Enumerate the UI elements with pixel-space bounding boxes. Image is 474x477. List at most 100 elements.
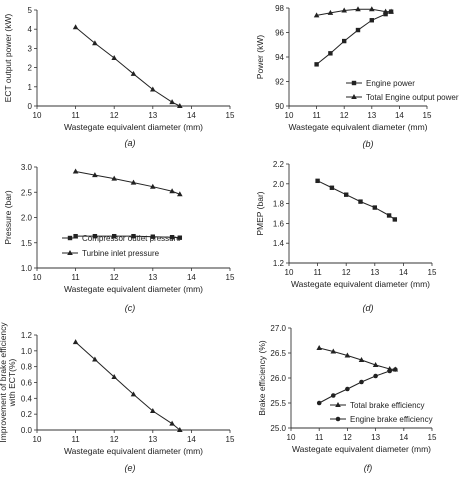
- series-1: [316, 345, 399, 372]
- x-tick-label: 12: [343, 433, 352, 442]
- series-line: [75, 171, 181, 195]
- series-line: [319, 347, 396, 370]
- x-tick-label: 10: [285, 111, 294, 120]
- y-tick-label: 0: [28, 102, 33, 111]
- y-tick-label: 0.6: [21, 379, 33, 388]
- x-tick-label: 12: [340, 111, 349, 120]
- y-tick-label: 96: [275, 29, 284, 38]
- x-tick-label: 11: [313, 268, 322, 277]
- x-tick-label: 13: [370, 268, 379, 277]
- y-axis-label-line-1: Improvement of brake efficiency: [0, 322, 8, 443]
- data-point: [131, 233, 136, 239]
- series-2: [316, 367, 398, 406]
- data-point: [330, 348, 337, 354]
- x-tick-label: 15: [423, 111, 432, 120]
- legend-marker: [67, 235, 73, 241]
- x-tick-label: 12: [110, 273, 119, 282]
- data-point: [111, 55, 117, 60]
- y-tick-label: 3: [28, 44, 33, 53]
- series-line: [317, 180, 396, 220]
- legend-entry-label: Engine brake efficiency: [350, 415, 433, 424]
- data-point: [331, 393, 336, 398]
- data-point: [315, 178, 320, 184]
- y-tick-label: 1.2: [21, 331, 33, 340]
- y-axis-label: Brake efficiency (%): [257, 340, 267, 416]
- x-tick-label: 12: [110, 435, 119, 444]
- legend-marker: [351, 94, 357, 99]
- data-point: [355, 6, 361, 12]
- data-point: [130, 391, 137, 397]
- data-point: [72, 24, 79, 30]
- data-point: [388, 8, 394, 14]
- y-tick-label: 2: [28, 64, 33, 73]
- panel-caption: (c): [125, 303, 136, 313]
- y-tick-label: 4: [28, 25, 33, 34]
- data-point: [358, 199, 363, 204]
- x-tick-label: 10: [33, 435, 42, 444]
- data-point: [345, 386, 350, 392]
- data-point: [73, 233, 78, 239]
- data-point: [313, 12, 320, 18]
- x-tick-label: 14: [187, 111, 196, 120]
- data-point: [177, 235, 183, 240]
- data-point: [92, 233, 98, 239]
- data-point: [373, 373, 378, 379]
- y-tick-label: 25.5: [270, 399, 286, 408]
- y-tick-label: 1.0: [21, 264, 33, 273]
- data-point: [177, 191, 183, 197]
- legend: Compressor outlet pressure Turbine inlet …: [62, 234, 181, 258]
- y-axis-label: ECT output power (kW): [3, 14, 13, 103]
- x-axis-label: Wastegate equivalent diameter (mm): [291, 279, 430, 289]
- x-tick-label: 11: [71, 273, 80, 282]
- y-tick-label: 2.5: [21, 188, 33, 197]
- x-axis-label: Wastegate equivalent diameter (mm): [292, 444, 431, 454]
- data-point: [150, 234, 155, 239]
- data-point: [327, 9, 334, 15]
- series-1: [314, 9, 394, 67]
- data-point: [341, 7, 347, 13]
- y-axis-label: Pressure (bar): [3, 190, 13, 244]
- data-point: [112, 233, 117, 239]
- data-point: [386, 213, 392, 218]
- data-point: [369, 6, 375, 12]
- y-tick-label: 1.2: [273, 259, 285, 268]
- data-point: [111, 175, 117, 181]
- chart-panel-f: 10 11 12 13 14 15 25.0 25.5 26.0 26.5 27.0 Wastegat…: [257, 324, 437, 473]
- data-point: [111, 373, 117, 379]
- series-1: [72, 24, 183, 108]
- x-tick-label: 10: [285, 268, 294, 277]
- x-tick-label: 14: [399, 433, 408, 442]
- y-tick-label: 1.5: [21, 239, 33, 248]
- y-tick-label: 98: [275, 4, 284, 13]
- x-tick-label: 15: [226, 435, 235, 444]
- x-tick-label: 11: [315, 433, 324, 442]
- data-point: [382, 8, 389, 14]
- x-tick-label: 11: [312, 111, 321, 120]
- y-tick-label: 2.0: [21, 214, 33, 223]
- legend-entry-label: Total brake efficiency: [350, 401, 425, 410]
- data-point: [92, 356, 98, 362]
- series-line: [316, 8, 392, 16]
- x-tick-label: 13: [148, 273, 157, 282]
- x-tick-label: 15: [428, 433, 437, 442]
- x-tick-label: 13: [367, 111, 376, 120]
- legend-entry-label: Engine power: [366, 79, 415, 88]
- legend-marker: [335, 402, 341, 407]
- data-point: [344, 192, 349, 197]
- data-point: [344, 352, 351, 358]
- x-tick-label: 11: [71, 111, 80, 120]
- data-point: [392, 217, 398, 222]
- y-axis-label-line-2: with ECT(%): [7, 358, 17, 407]
- x-tick-label: 12: [342, 268, 351, 277]
- panel-caption: (a): [125, 138, 136, 148]
- data-point: [150, 86, 156, 92]
- data-point: [150, 408, 156, 413]
- data-point: [177, 103, 183, 108]
- panel-caption: (f): [364, 463, 373, 473]
- data-point: [342, 38, 347, 44]
- y-tick-label: 0.4: [21, 394, 33, 403]
- x-tick-label: 13: [148, 111, 157, 120]
- data-point: [393, 367, 398, 372]
